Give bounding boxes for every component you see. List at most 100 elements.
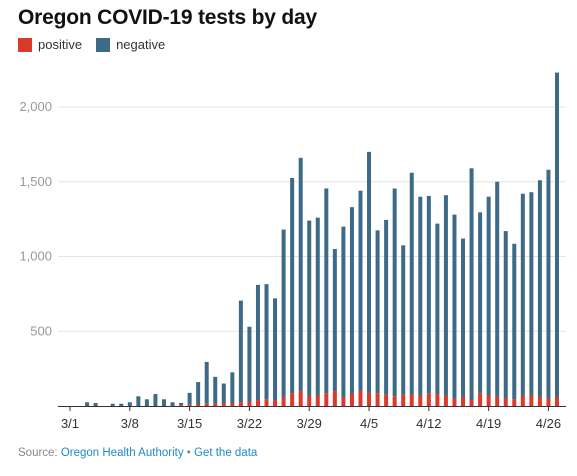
- bar-negative-53: [520, 193, 525, 396]
- bar-negative-45: [452, 214, 457, 399]
- chart-title: Oregon COVID-19 tests by day: [18, 6, 317, 29]
- legend-label-positive: positive: [38, 37, 83, 52]
- x-tick-label-28: 3/29: [297, 416, 322, 431]
- bar-positive-56: [546, 398, 551, 406]
- x-tick-label-21: 3/22: [237, 416, 262, 431]
- get-data-link[interactable]: Get the data: [194, 447, 258, 459]
- source-prefix: Source:: [18, 447, 61, 459]
- y-tick-label-500: 500: [30, 323, 52, 338]
- bar-negative-8: [136, 396, 141, 406]
- bar-positive-41: [418, 395, 423, 406]
- y-tick-label-1000: 1,000: [19, 249, 52, 264]
- bar-positive-37: [384, 394, 389, 406]
- legend-swatch-positive: [18, 37, 32, 52]
- bar-negative-41: [418, 196, 423, 396]
- bar-positive-40: [409, 394, 414, 406]
- bar-positive-15: [196, 404, 201, 406]
- bar-positive-35: [367, 392, 372, 406]
- bar-negative-19: [230, 372, 235, 404]
- bar-positive-26: [290, 393, 295, 406]
- bar-negative-44: [443, 195, 448, 396]
- bar-positive-18: [221, 403, 226, 406]
- bar-negative-54: [529, 192, 534, 396]
- x-tick-label-14: 3/15: [177, 416, 202, 431]
- bar-negative-42: [426, 195, 431, 394]
- bar-negative-10: [153, 394, 158, 406]
- bar-negative-33: [349, 207, 354, 395]
- bar-negative-2: [85, 402, 90, 406]
- bar-positive-27: [298, 391, 303, 406]
- bar-negative-55: [537, 180, 542, 398]
- source-link-oha[interactable]: Oregon Health Authority: [60, 447, 184, 459]
- bar-positive-42: [426, 393, 431, 406]
- bar-negative-13: [179, 403, 184, 406]
- bar-negative-46: [461, 238, 466, 398]
- bar-negative-16: [204, 361, 209, 404]
- bar-positive-31: [332, 391, 337, 406]
- bar-negative-43: [435, 223, 440, 395]
- bar-negative-27: [298, 157, 303, 392]
- bar-negative-35: [367, 151, 372, 393]
- bar-positive-47: [469, 400, 474, 406]
- bar-negative-50: [495, 181, 500, 398]
- bar-negative-15: [196, 382, 201, 405]
- bar-negative-23: [264, 284, 269, 400]
- bar-negative-49: [486, 196, 491, 396]
- bar-positive-13: [179, 405, 184, 406]
- bar-positive-20: [238, 402, 243, 406]
- bar-negative-21: [247, 326, 252, 402]
- bar-negative-39: [401, 245, 406, 395]
- bar-negative-56: [546, 169, 551, 399]
- bar-positive-30: [324, 393, 329, 406]
- bar-positive-52: [512, 399, 517, 406]
- bar-negative-34: [358, 190, 363, 392]
- source-note: Source: Oregon Health Authority • Get th…: [18, 447, 257, 459]
- bar-positive-38: [392, 396, 397, 406]
- bar-negative-48: [478, 212, 483, 394]
- x-tick-label-56: 4/26: [536, 416, 561, 431]
- bar-negative-40: [409, 172, 414, 395]
- bar-chart: 500 1,000 1,500 2,000 3/1 3/8 3/15 3/22 3/29 4/5 4…: [19, 72, 566, 431]
- bar-positive-53: [520, 395, 525, 406]
- bar-positive-14: [187, 404, 192, 406]
- bar-negative-9: [144, 399, 149, 406]
- bar-negative-32: [341, 226, 346, 398]
- x-tick-label-42: 4/12: [416, 416, 441, 431]
- bar-positive-32: [341, 397, 346, 406]
- bar-positive-36: [375, 393, 380, 406]
- bar-negative-38: [392, 188, 397, 397]
- bar-positive-46: [461, 397, 466, 406]
- bar-negative-57: [555, 72, 559, 398]
- bar-negative-25: [281, 229, 286, 398]
- y-tick-label-2000: 2,000: [19, 99, 52, 114]
- bar-negative-26: [290, 178, 295, 394]
- bar-negative-18: [221, 383, 226, 404]
- bar-negative-22: [255, 284, 260, 401]
- bar-negative-37: [384, 219, 389, 395]
- bar-positive-25: [281, 397, 286, 406]
- bar-positive-24: [273, 400, 278, 406]
- bar-positive-29: [315, 395, 320, 406]
- bar-positive-43: [435, 394, 440, 406]
- bar-negative-36: [375, 230, 380, 394]
- bar-positive-33: [349, 394, 354, 406]
- bar-negative-29: [315, 217, 320, 396]
- bar-positive-57: [555, 397, 559, 406]
- bar-positive-39: [401, 394, 406, 406]
- bar-positive-16: [204, 403, 209, 406]
- bar-negative-51: [503, 231, 508, 399]
- bar-positive-49: [486, 395, 491, 406]
- legend-swatch-negative: [96, 37, 111, 52]
- bar-negative-6: [119, 403, 124, 406]
- legend-item-negative: negative: [96, 37, 165, 52]
- y-tick-label-1500: 1,500: [19, 174, 52, 189]
- legend-item-positive: positive: [18, 37, 82, 52]
- bar-negative-3: [93, 403, 98, 406]
- x-tick-label-7: 3/8: [121, 416, 139, 431]
- bar-negative-11: [161, 399, 166, 406]
- bar-positive-51: [503, 398, 508, 406]
- x-tick-label-49: 4/19: [476, 416, 501, 431]
- bar-negative-5: [110, 403, 115, 406]
- bar-positive-44: [443, 395, 448, 406]
- bar-positive-23: [264, 399, 269, 406]
